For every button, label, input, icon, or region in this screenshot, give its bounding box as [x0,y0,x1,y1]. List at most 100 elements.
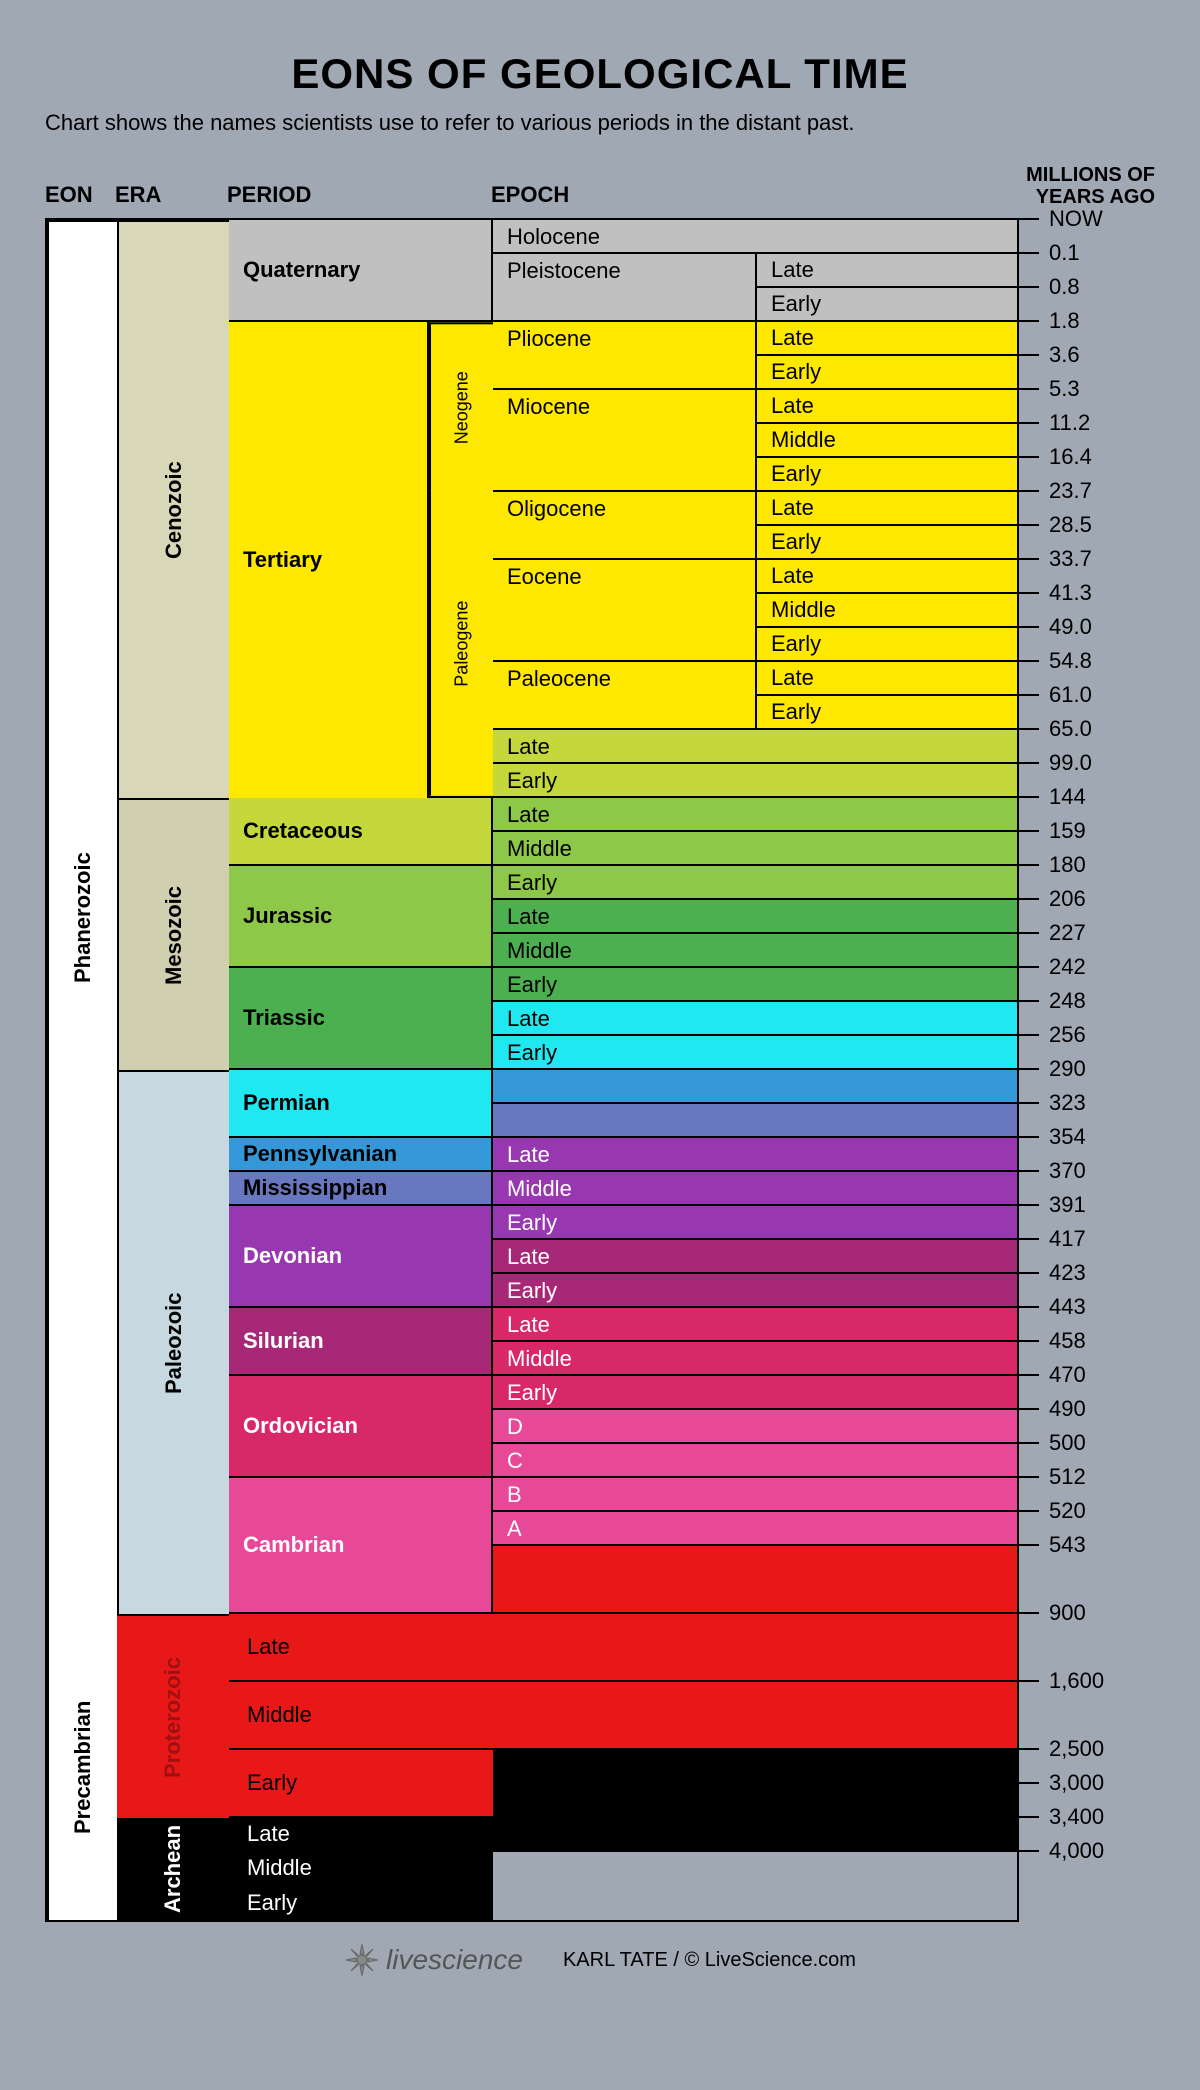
tick-mark [1019,1272,1039,1274]
tick-mark [1019,1612,1039,1614]
tick-label: 4,000 [1049,1838,1104,1864]
stage-merged [757,1512,1017,1546]
period-cell: Jurassic [229,866,493,968]
tick: 470 [1019,1362,1086,1388]
stage-merged [757,1002,1017,1036]
tick-label: 3,400 [1049,1804,1104,1830]
epoch-cell: Pleistocene [493,254,757,322]
stage-cell: Late [757,662,1017,696]
tick: 458 [1019,1328,1086,1354]
tick: 180 [1019,852,1086,878]
tick: 3.6 [1019,342,1080,368]
era-column: CenozoicMesozoicPaleozoicProterozoicArch… [117,220,229,1920]
chart-title: EONS OF GEOLOGICAL TIME [45,50,1155,98]
tick: 2,500 [1019,1736,1104,1762]
tick: 256 [1019,1022,1086,1048]
tick-mark [1019,1816,1039,1818]
tick-mark [1019,490,1039,492]
logo-text: livescience [386,1944,523,1976]
period-cell: Ordovician [229,1376,493,1478]
tick-mark [1019,694,1039,696]
tick-mark [1019,796,1039,798]
epoch-cell: Early [493,1376,757,1410]
tick-mark [1019,1782,1039,1784]
epoch-cell: Early [493,1274,757,1308]
tick-label: 443 [1049,1294,1086,1320]
tick-mark [1019,1000,1039,1002]
tick-label: 1.8 [1049,308,1080,334]
tick-label: 159 [1049,818,1086,844]
filler [493,1784,757,1818]
stage-merged [757,1444,1017,1478]
tick-mark [1019,1068,1039,1070]
tick: 370 [1019,1158,1086,1184]
epoch-cell: Pliocene [493,322,757,390]
period-cell: Late [229,1614,493,1682]
eon-phanerozoic: Phanerozoic [47,220,117,1614]
stage-merged [757,1240,1017,1274]
stage-merged [757,1070,1017,1104]
stage-merged [757,1138,1017,1172]
filler [757,1750,1017,1784]
tick-mark [1019,1510,1039,1512]
stage-merged [757,1478,1017,1512]
tick-mark [1019,1476,1039,1478]
eon-precambrian: Precambrian [47,1614,117,1920]
epoch-cell: Late [493,1138,757,1172]
period-cell: Permian [229,1070,493,1138]
tick-label: 323 [1049,1090,1086,1116]
filler [493,1818,757,1852]
tick-label: 16.4 [1049,444,1092,470]
stage-cell: Late [757,390,1017,424]
tick: 65.0 [1019,716,1092,742]
tick-mark [1019,456,1039,458]
epoch-cell: Middle [493,1172,757,1206]
tick: 391 [1019,1192,1086,1218]
epoch-cell: Late [493,798,757,832]
tick: 23.7 [1019,478,1092,504]
era-cenozoic: Cenozoic [117,220,229,798]
period-cell: Quaternary [229,220,493,322]
tick: 0.1 [1019,240,1080,266]
tick-label: 423 [1049,1260,1086,1286]
column-headers: EON ERA PERIOD EPOCH MILLIONS OFYEARS AG… [45,154,1155,214]
tick-label: 23.7 [1049,478,1092,504]
epoch-cell: A [493,1512,757,1546]
tick-mark [1019,1340,1039,1342]
period-cell: Middle [229,1682,493,1750]
tick: 227 [1019,920,1086,946]
stage-merged [757,900,1017,934]
tick-label: 248 [1049,988,1086,1014]
tick-label: 11.2 [1049,410,1090,436]
stage-merged [757,764,1017,798]
stage-merged [757,1104,1017,1138]
epoch-cell: Early [493,764,757,798]
tick: 33.7 [1019,546,1092,572]
tick-mark [1019,1374,1039,1376]
period-cell: Silurian [229,1308,493,1376]
tick-mark [1019,1544,1039,1546]
tick: 11.2 [1019,410,1090,436]
stage-cell: Late [757,560,1017,594]
tick-mark [1019,286,1039,288]
tick-mark [1019,966,1039,968]
tick-label: 65.0 [1049,716,1092,742]
tick-label: 5.3 [1049,376,1080,402]
period-cell: Triassic [229,968,493,1070]
period-cell: Early [229,1750,493,1818]
tick: 3,400 [1019,1804,1104,1830]
stage-cell: Middle [757,424,1017,458]
tick-label: NOW [1049,206,1103,232]
tick-label: 391 [1049,1192,1086,1218]
tick: 3,000 [1019,1770,1104,1796]
tick-mark [1019,1442,1039,1444]
tick: 248 [1019,988,1086,1014]
tick: 159 [1019,818,1086,844]
tick: 443 [1019,1294,1086,1320]
tick-mark [1019,524,1039,526]
tick: 5.3 [1019,376,1080,402]
epoch-cell: Paleocene [493,662,757,730]
tick: 520 [1019,1498,1086,1524]
stage-merged [757,1410,1017,1444]
tick-label: 3.6 [1049,342,1080,368]
